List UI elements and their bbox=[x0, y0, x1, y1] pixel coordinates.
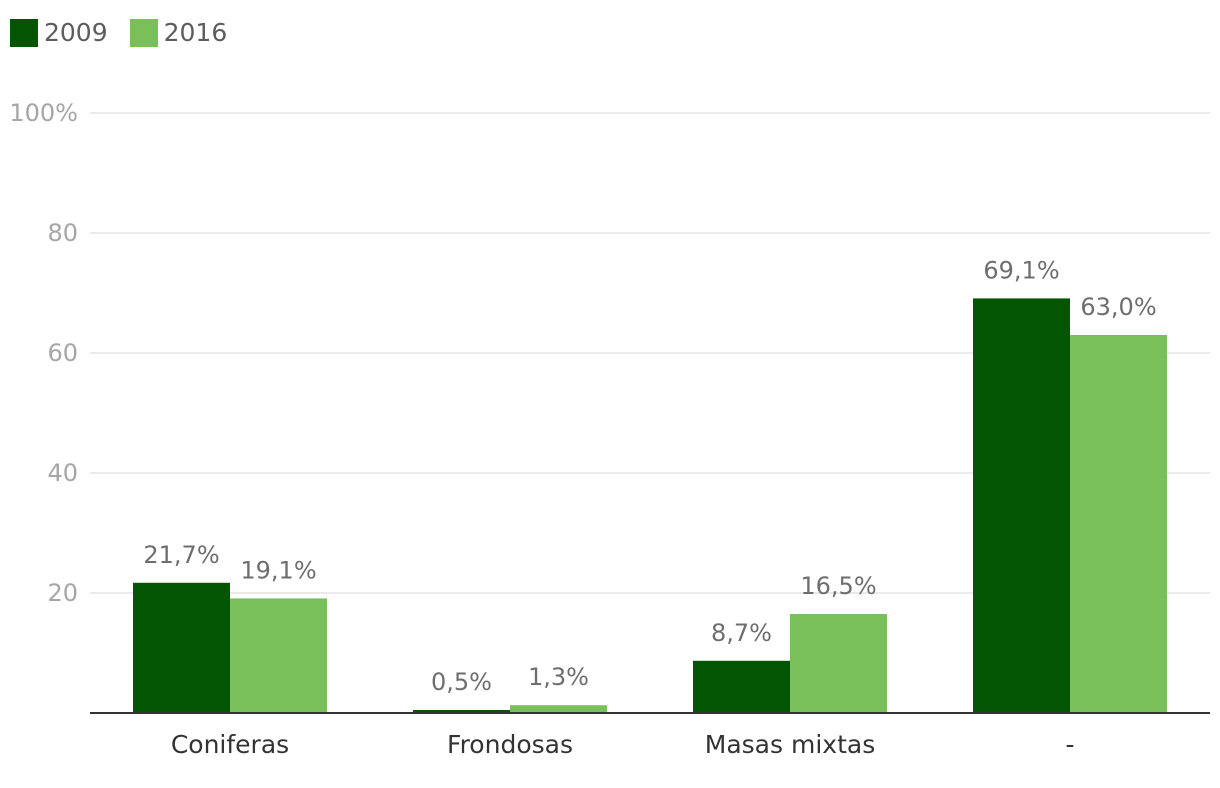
legend-item-2009: 2009 bbox=[10, 18, 108, 47]
data-label-2009-2: 8,7% bbox=[711, 619, 772, 647]
y-tick-label-100: 100% bbox=[9, 99, 78, 127]
data-label-2009-0: 21,7% bbox=[143, 541, 219, 569]
bar-2016-1 bbox=[510, 705, 607, 713]
y-tick-label-80: 80 bbox=[47, 219, 78, 247]
data-label-2009-1: 0,5% bbox=[431, 668, 492, 696]
bar-2009-0 bbox=[133, 582, 230, 713]
y-tick-label-20: 20 bbox=[47, 579, 78, 607]
x-tick-label-3: - bbox=[1065, 730, 1074, 759]
bar-2009-3 bbox=[973, 298, 1070, 713]
data-label-2016-1: 1,3% bbox=[528, 663, 589, 691]
legend-swatch-2009 bbox=[10, 18, 38, 47]
data-label-2016-2: 16,5% bbox=[800, 572, 876, 600]
x-tick-label-0: Coniferas bbox=[171, 730, 289, 759]
bar-2016-2 bbox=[790, 614, 887, 713]
bar-2016-0 bbox=[230, 598, 327, 713]
legend-label-2016: 2016 bbox=[163, 18, 228, 47]
legend-label-2009: 2009 bbox=[44, 18, 108, 47]
data-label-2016-3: 63,0% bbox=[1080, 293, 1156, 321]
legend-item-2016: 2016 bbox=[129, 18, 228, 47]
x-tick-label-2: Masas mixtas bbox=[705, 730, 875, 759]
legend: 2009 2016 bbox=[10, 18, 249, 47]
y-tick-label-60: 60 bbox=[47, 339, 78, 367]
legend-swatch-2016 bbox=[129, 18, 158, 47]
x-tick-label-1: Frondosas bbox=[447, 730, 573, 759]
bar-2009-1 bbox=[413, 710, 510, 713]
y-tick-label-40: 40 bbox=[47, 459, 78, 487]
bar-2009-2 bbox=[693, 660, 790, 713]
bar-2016-3 bbox=[1070, 335, 1167, 713]
data-label-2016-0: 19,1% bbox=[240, 556, 316, 584]
data-label-2009-3: 69,1% bbox=[983, 256, 1059, 284]
